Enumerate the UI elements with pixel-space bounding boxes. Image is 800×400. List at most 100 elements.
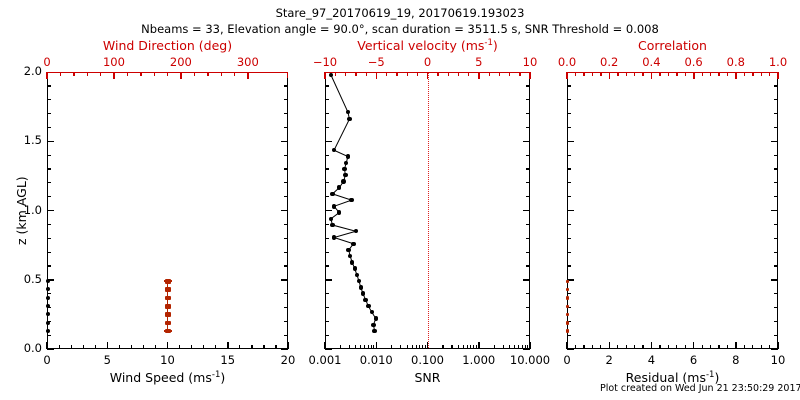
y-minor-tick [325, 223, 329, 226]
wind-direction-point [164, 295, 171, 301]
y-minor-tick [526, 99, 530, 101]
x-minor-tick [752, 345, 754, 349]
snr-point [363, 297, 368, 303]
vertical-velocity-tick [478, 72, 480, 79]
y-minor-tick [774, 306, 778, 309]
snr-minor-tick [457, 345, 459, 349]
y-major-tick [47, 348, 54, 350]
wind-speed-axis-title-text: Wind Speed (ms [109, 370, 212, 386]
snr-point [372, 328, 377, 334]
x-minor-tick [263, 345, 265, 349]
y-minor-tick [567, 99, 571, 101]
wind-direction-axis-title: Wind Direction (deg) [102, 38, 233, 53]
x-top-minor-tick [345, 72, 347, 76]
x-top-minor-tick [416, 72, 419, 76]
x-minor-tick [600, 345, 602, 349]
wind-speed-point [45, 328, 50, 333]
x-top-tick-label: 0.6 [684, 55, 703, 69]
x-top-minor-tick [726, 72, 729, 76]
x-minor-tick [574, 345, 577, 349]
x-top-minor-tick [498, 72, 501, 76]
y-minor-tick [47, 223, 51, 226]
y-minor-tick [526, 223, 530, 226]
x-top-minor-tick [396, 72, 398, 76]
y-minor-tick [526, 196, 530, 198]
correlation-tick [777, 72, 779, 79]
snr-point [345, 109, 351, 115]
y-major-tick [325, 279, 332, 281]
snr-minor-tick [415, 345, 417, 349]
snr-minor-tick [527, 345, 529, 349]
x-top-tick-label: 10 [522, 55, 538, 69]
y-major-tick [567, 210, 574, 212]
x-minor-tick [154, 345, 157, 349]
y-tick-label: 2.0 [23, 64, 42, 78]
snr-point [344, 160, 349, 165]
x-minor-tick [726, 345, 729, 349]
vertical-velocity-tick [529, 72, 531, 79]
x-top-tick-label: 0 [43, 55, 51, 69]
x-minor-tick [82, 345, 84, 349]
x-top-minor-tick [509, 72, 511, 76]
residual-axis-title-exponent: -1 [705, 370, 715, 380]
x-top-minor-tick [355, 72, 357, 76]
x-top-minor-tick [126, 72, 129, 76]
y-minor-tick [284, 113, 288, 115]
residual-point [566, 296, 570, 300]
y-major-tick [281, 348, 288, 350]
y-major-tick [567, 348, 574, 350]
y-minor-tick [526, 251, 530, 253]
snr-minor-tick [509, 345, 511, 349]
y-minor-tick [567, 182, 571, 184]
wind-direction-point [164, 328, 171, 334]
x-top-minor-tick [207, 72, 209, 76]
y-minor-tick [526, 168, 530, 170]
y-minor-tick [284, 320, 288, 322]
x-top-minor-tick [167, 72, 169, 76]
y-minor-tick [284, 306, 288, 309]
x-top-tick-label: 0 [423, 55, 432, 69]
x-top-minor-tick [193, 72, 196, 76]
snr-point [351, 241, 356, 246]
x-top-tick-label: 0.0 [557, 55, 577, 69]
snr-minor-tick [424, 345, 426, 349]
y-minor-tick [284, 251, 288, 253]
snr-point [331, 148, 337, 153]
wind-direction-point [164, 320, 171, 326]
snr-minor-tick [406, 345, 408, 349]
x-top-minor-tick [334, 72, 337, 76]
snr-point [347, 254, 353, 259]
x-minor-tick [251, 345, 253, 349]
x-tick-label: 10.000 [509, 353, 551, 367]
x-minor-tick [191, 345, 193, 349]
snr-minor-tick [419, 345, 421, 349]
y-minor-tick [47, 182, 51, 184]
y-minor-tick [774, 182, 778, 184]
snr-minor-tick [442, 345, 444, 349]
snr-major-tick [529, 342, 531, 349]
x-top-tick-label: 0.8 [726, 55, 745, 69]
x-top-minor-tick [634, 72, 636, 76]
x-top-minor-tick [73, 72, 75, 76]
x-top-minor-tick [468, 72, 470, 76]
residual-point [566, 321, 570, 325]
wind-speed-tick [166, 342, 169, 349]
x-tick-label: 15 [220, 353, 236, 367]
y-minor-tick [325, 237, 329, 239]
snr-minor-tick [514, 345, 516, 349]
y-minor-tick [325, 182, 329, 184]
y-major-tick [47, 210, 54, 212]
x-top-minor-tick [701, 72, 703, 76]
correlation-tick [693, 72, 695, 79]
y-minor-tick [284, 182, 288, 184]
x-top-minor-tick [153, 72, 155, 76]
wind-speed-tick [287, 342, 289, 349]
figure-subtitle: Nbeams = 33, Elevation angle = 90.0°, sc… [141, 22, 659, 36]
y-minor-tick [567, 306, 571, 309]
y-minor-tick [284, 293, 288, 295]
snr-point [356, 278, 362, 284]
x-minor-tick [760, 345, 762, 349]
y-minor-tick [567, 154, 571, 156]
wind-speed-tick [46, 342, 48, 349]
snr-minor-tick [373, 345, 375, 349]
